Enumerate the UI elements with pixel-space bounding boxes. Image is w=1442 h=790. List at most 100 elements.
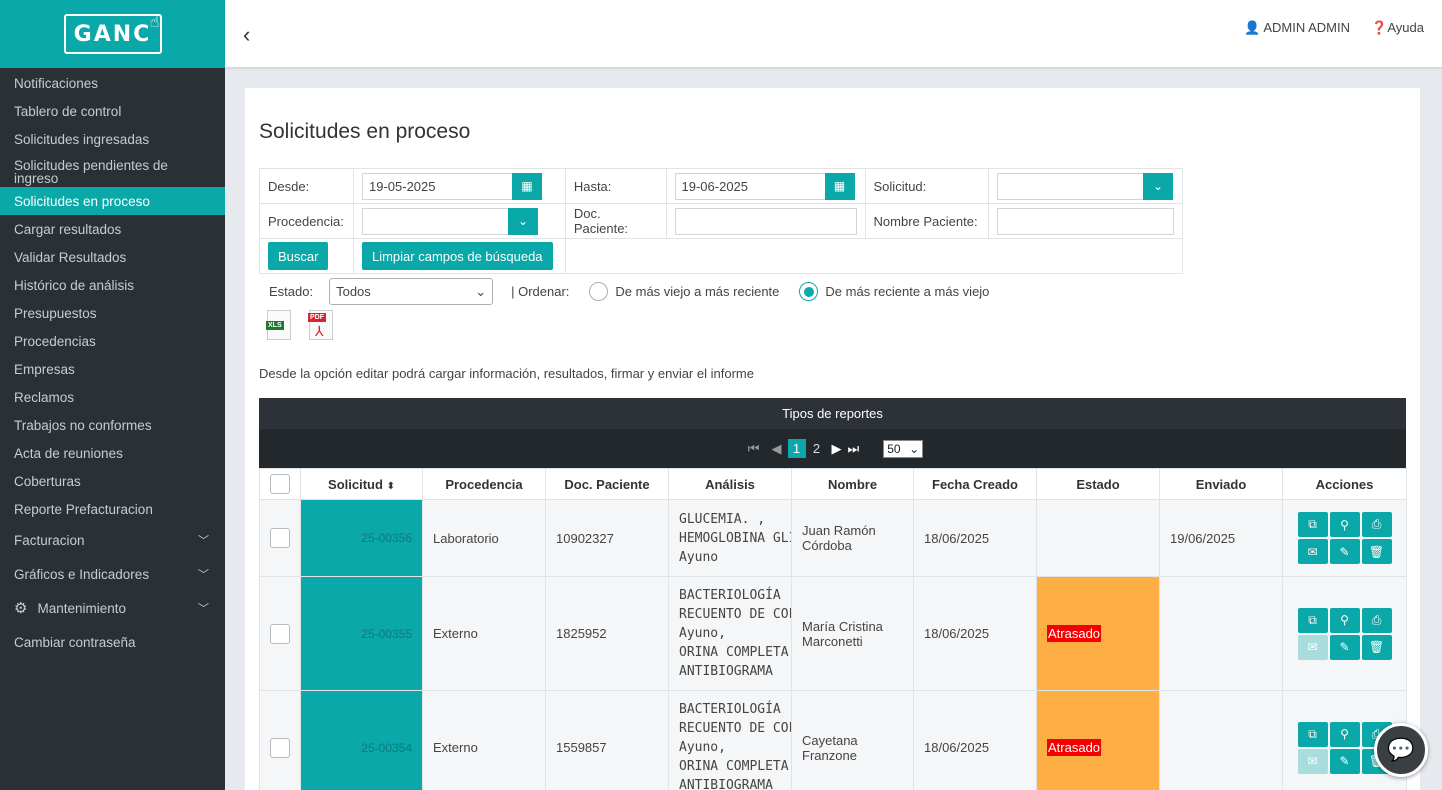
search-icon[interactable]: ⚲ — [1329, 512, 1360, 537]
prev-page-icon[interactable]: ◀ — [771, 440, 782, 456]
pencil-icon[interactable]: ✎ — [1329, 748, 1360, 774]
trash-icon[interactable]: 🗑 — [1361, 539, 1392, 564]
print-icon[interactable]: ⎙ — [1361, 512, 1392, 537]
analisis-line: RECUENTO DE COLONIAS, — [679, 721, 791, 736]
sidebar-item-en-proceso[interactable]: Solicitudes en proceso — [0, 187, 225, 215]
analisis-line: ORINA COMPLETA, — [679, 645, 792, 660]
sidebar-item-acta[interactable]: Acta de reuniones — [14, 445, 123, 461]
row-checkbox[interactable] — [270, 528, 290, 548]
fecha-cell: 18/06/2025 — [913, 576, 1037, 691]
sidebar-item-historico[interactable]: Histórico de análisis — [14, 277, 135, 293]
sidebar-item-trabajos[interactable]: Trabajos no conformes — [14, 417, 152, 433]
orden-reciente-radio[interactable] — [799, 282, 819, 301]
user-menu[interactable]: 👤 ADMIN ADMIN — [1244, 20, 1350, 36]
page-size-select[interactable]: 50 ⌄ — [883, 439, 924, 458]
sidebar-item-tablero[interactable]: Tablero de control — [14, 103, 122, 119]
analisis-cell: BACTERIOLOGÍA - COLOR RECUENTO DE COLONI… — [668, 576, 792, 691]
xls-export-icon[interactable]: XLS — [266, 310, 291, 340]
analisis-line: Ayuno — [679, 549, 719, 565]
sidebar-item-notificaciones[interactable]: Notificaciones — [14, 75, 99, 91]
trash-icon[interactable]: 🗑 — [1361, 634, 1392, 660]
doc-paciente-input[interactable] — [674, 207, 857, 235]
estado-value: Todos — [336, 284, 371, 299]
sidebar-item-reclamos[interactable]: Reclamos — [14, 389, 75, 405]
next-page-icon[interactable]: ▶ — [831, 440, 842, 456]
procedencia-select[interactable]: ⌄ — [361, 207, 538, 235]
solicitud-link[interactable]: 25-00356 — [300, 499, 423, 577]
desde-date-field[interactable]: 19-05-2025 ▦ — [361, 172, 542, 200]
page-2[interactable]: 2 — [812, 441, 821, 456]
pencil-icon[interactable]: ✎ — [1329, 634, 1360, 660]
analisis-line: BACTERIOLOGÍA - COLOR — [679, 702, 791, 717]
sidebar-item-validar-resultados[interactable]: Validar Resultados — [14, 249, 127, 265]
back-chevron-icon[interactable]: ‹ — [243, 22, 251, 47]
sidebar-item-facturacion[interactable]: Facturacion ﹀ — [0, 523, 225, 557]
orden-reciente-label: De más reciente a más viejo — [825, 284, 990, 299]
calendar-icon[interactable]: ▦ — [511, 172, 542, 200]
hasta-date-field[interactable]: 19-06-2025 ▦ — [674, 172, 855, 200]
sidebar-item-procedencias[interactable]: Procedencias — [14, 333, 96, 349]
grid-header: Tipos de reportes ⏮ ◀ 1 2 ▶ ⏭ 50 ⌄ — [259, 398, 1406, 468]
sidebar-item-pendientes[interactable]: Solicitudes pendientes de ingreso — [14, 158, 168, 186]
sidebar-item-graficos[interactable]: Gráficos e Indicadores ﹀ — [0, 557, 225, 591]
envelope-icon: ✉ — [1297, 748, 1328, 774]
buscar-button[interactable]: Buscar — [268, 242, 329, 270]
page-title: Solicitudes en proceso — [259, 120, 471, 143]
envelope-icon[interactable]: ✉ — [1297, 539, 1328, 564]
calendar-icon[interactable]: ▦ — [824, 172, 855, 200]
sidebar-item-ingresadas[interactable]: Solicitudes ingresadas — [14, 131, 150, 147]
solicitud-link[interactable]: 25-00354 — [300, 690, 423, 790]
limpiar-button[interactable]: Limpiar campos de búsqueda — [361, 242, 553, 270]
chat-support-icon[interactable]: 💬 — [1374, 723, 1428, 777]
col-estado: Estado — [1036, 468, 1160, 500]
estado-cell: Atrasado — [1036, 576, 1160, 691]
acciones-cell: ⧉ ⚲ ⎙ ✉ ✎ 🗑 — [1282, 499, 1407, 577]
sidebar-item-cambiar-contrasena[interactable]: Cambiar contraseña — [14, 634, 136, 650]
search-icon[interactable]: ⚲ — [1329, 607, 1360, 633]
help-label: Ayuda — [1387, 20, 1424, 35]
sidebar-item-mantenimiento[interactable]: ⚙ Mantenimiento ﹀ — [0, 591, 225, 625]
copy-icon[interactable]: ⧉ — [1297, 721, 1328, 747]
first-page-icon[interactable]: ⏮ — [747, 440, 760, 456]
estado-orden-row: Estado: Todos ⌄ | Ordenar: De más viejo a… — [259, 278, 989, 305]
estado-select[interactable]: Todos ⌄ — [329, 278, 494, 305]
filter-table: Desde: 19-05-2025 ▦ Hasta: 19-06-2025 ▦ So… — [259, 168, 1184, 274]
solicitud-link[interactable]: 25-00355 — [300, 576, 423, 691]
last-page-icon[interactable]: ⏭ — [847, 440, 860, 456]
solicitud-select[interactable]: ⌄ — [996, 172, 1173, 200]
doc-cell: 10902327 — [545, 499, 669, 577]
procedencia-label: Procedencia: — [259, 203, 354, 239]
chevron-down-icon: ﹀ — [198, 603, 209, 615]
logo[interactable]: GANC ☝ — [63, 12, 162, 54]
nombre-paciente-input[interactable] — [996, 207, 1174, 235]
select-all-checkbox[interactable] — [270, 474, 290, 494]
pager: ⏮ ◀ 1 2 ▶ ⏭ 50 ⌄ — [259, 429, 1406, 468]
help-link[interactable]: ❓Ayuda — [1371, 20, 1424, 36]
chevron-down-icon: ⌄ — [909, 441, 920, 456]
hasta-label: Hasta: — [564, 168, 667, 204]
row-checkbox[interactable] — [270, 623, 290, 644]
pencil-icon[interactable]: ✎ — [1329, 539, 1360, 564]
orden-viejo-radio[interactable] — [589, 282, 609, 301]
chevron-down-icon: ﹀ — [198, 535, 209, 547]
col-enviado: Enviado — [1159, 468, 1283, 500]
analisis-line: ANTIBIOGRAMA — [679, 778, 773, 790]
table-header-row: Solicitud ⬍ Procedencia Doc. Paciente An… — [259, 468, 1407, 500]
row-checkbox[interactable] — [270, 737, 290, 758]
copy-icon[interactable]: ⧉ — [1297, 512, 1328, 537]
col-nombre: Nombre — [791, 468, 914, 500]
print-icon[interactable]: ⎙ — [1361, 607, 1392, 633]
search-icon[interactable]: ⚲ — [1329, 721, 1360, 747]
hand-pointer-icon: ☝ — [149, 12, 162, 31]
col-solicitud[interactable]: Solicitud ⬍ — [300, 468, 423, 500]
analisis-line: Ayuno, — [679, 740, 726, 755]
sidebar-item-cargar-resultados[interactable]: Cargar resultados — [14, 221, 122, 237]
sidebar-item-prefacturacion[interactable]: Reporte Prefacturacion — [14, 501, 153, 517]
page-1[interactable]: 1 — [787, 439, 806, 458]
sidebar-item-coberturas[interactable]: Coberturas — [14, 473, 81, 489]
desde-label: Desde: — [259, 168, 354, 204]
copy-icon[interactable]: ⧉ — [1297, 607, 1328, 633]
pdf-export-icon[interactable]: PDF ⅄ — [308, 310, 333, 340]
sidebar-item-empresas[interactable]: Empresas — [14, 361, 75, 377]
sidebar-item-presupuestos[interactable]: Presupuestos — [14, 305, 97, 321]
